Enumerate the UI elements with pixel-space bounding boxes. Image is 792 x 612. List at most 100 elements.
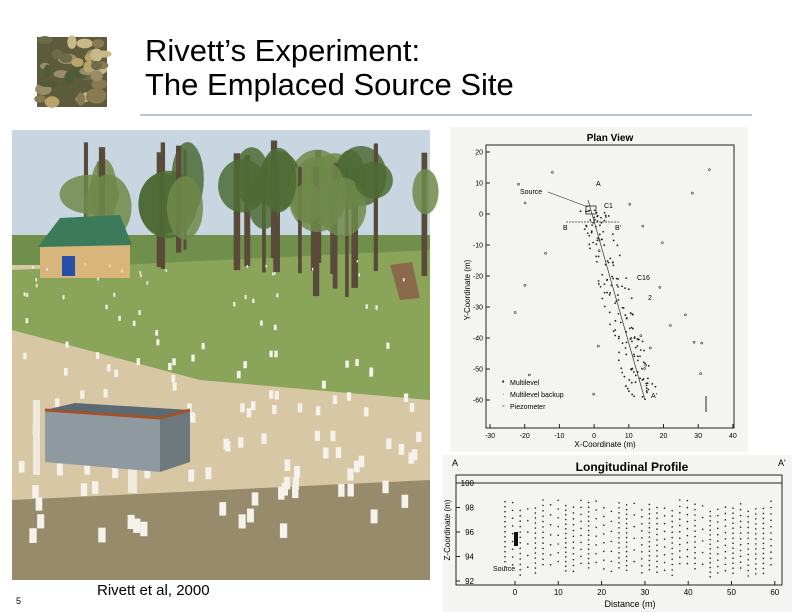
sample-point bbox=[641, 537, 643, 539]
well-point bbox=[617, 359, 620, 362]
well-point bbox=[630, 297, 633, 300]
sample-point bbox=[587, 506, 590, 509]
sample-point bbox=[755, 558, 757, 560]
sample-point bbox=[565, 528, 567, 530]
sample-point bbox=[648, 517, 651, 520]
shed bbox=[38, 215, 132, 278]
pipe bbox=[95, 352, 100, 359]
sample-point bbox=[770, 557, 772, 560]
y-tick-label: 20 bbox=[475, 150, 483, 157]
x-tick-label: 40 bbox=[684, 588, 693, 597]
sample-point bbox=[694, 519, 696, 522]
piezometer-point bbox=[592, 392, 595, 396]
sample-point bbox=[534, 517, 537, 519]
sample-point bbox=[762, 542, 765, 545]
pebble bbox=[90, 48, 103, 62]
sample-point bbox=[603, 550, 605, 553]
well-point bbox=[620, 367, 623, 370]
sample-point bbox=[595, 552, 597, 555]
well-point bbox=[639, 377, 641, 380]
pipe bbox=[358, 273, 361, 277]
well-point bbox=[590, 231, 593, 234]
sample-point bbox=[762, 537, 765, 540]
piezometer-point bbox=[661, 241, 664, 244]
sample-point bbox=[504, 530, 506, 533]
well-point bbox=[623, 375, 626, 378]
sample-point bbox=[595, 561, 597, 564]
well-point bbox=[597, 255, 600, 258]
tank-top bbox=[45, 403, 190, 418]
sample-point bbox=[572, 535, 575, 538]
sample-point bbox=[648, 536, 651, 538]
sample-point bbox=[686, 534, 689, 537]
sample-point bbox=[519, 552, 521, 555]
sample-point bbox=[679, 562, 681, 565]
pipe bbox=[106, 364, 111, 372]
sample-point bbox=[557, 525, 559, 528]
sample-point bbox=[504, 565, 506, 568]
pebble bbox=[37, 36, 53, 45]
sample-point bbox=[542, 563, 544, 566]
well-point bbox=[645, 382, 648, 385]
pipe bbox=[355, 359, 359, 367]
sample-point bbox=[709, 576, 711, 578]
sample-point bbox=[732, 552, 734, 555]
sample-point bbox=[732, 547, 734, 550]
sample-point bbox=[595, 544, 597, 546]
sample-point bbox=[694, 557, 696, 559]
sample-point bbox=[610, 510, 613, 513]
piezometer-point bbox=[628, 202, 632, 206]
sample-point bbox=[762, 522, 765, 525]
well-point bbox=[583, 228, 586, 231]
sample-point bbox=[747, 548, 749, 550]
well-point bbox=[612, 330, 615, 333]
sample-point bbox=[762, 557, 765, 560]
well-point bbox=[615, 277, 618, 280]
sample-point bbox=[709, 562, 711, 564]
sample-point bbox=[671, 563, 673, 566]
sample-point bbox=[542, 542, 544, 544]
photo-grass bbox=[12, 250, 430, 400]
slide-title: Rivett’s Experiment: The Emplaced Source … bbox=[145, 34, 514, 102]
sample-point bbox=[549, 504, 552, 506]
sample-point bbox=[770, 532, 772, 534]
well-point bbox=[644, 362, 646, 365]
pipe bbox=[272, 272, 274, 276]
well-point bbox=[600, 238, 603, 241]
sample-point bbox=[656, 517, 658, 520]
pebble bbox=[51, 49, 63, 60]
x-tick-label: 30 bbox=[640, 588, 649, 597]
sample-point bbox=[587, 539, 590, 541]
piezometer-point bbox=[523, 283, 527, 287]
sample-point bbox=[732, 562, 734, 565]
profile-title: Longitudinal Profile bbox=[576, 460, 689, 474]
sample-point bbox=[557, 508, 559, 510]
sample-point bbox=[504, 520, 506, 523]
sample-point bbox=[656, 560, 658, 563]
well-point bbox=[586, 232, 589, 235]
plan-annotation: B bbox=[563, 225, 568, 232]
sample-point bbox=[724, 525, 727, 527]
sample-point bbox=[686, 562, 689, 565]
sample-point bbox=[671, 542, 673, 544]
pipe bbox=[35, 278, 38, 282]
sample-point bbox=[572, 518, 575, 520]
sample-point bbox=[694, 546, 696, 549]
sample-point bbox=[603, 524, 605, 527]
sample-point bbox=[587, 515, 590, 518]
pebble bbox=[67, 35, 77, 49]
well-point bbox=[646, 382, 649, 385]
y-tick-label: 100 bbox=[461, 479, 475, 488]
sample-point bbox=[755, 508, 757, 510]
pipe bbox=[121, 269, 123, 273]
pipe bbox=[146, 281, 149, 285]
well-point bbox=[654, 385, 657, 388]
pipe bbox=[171, 374, 176, 383]
sample-point bbox=[648, 564, 651, 566]
pipe bbox=[238, 437, 244, 448]
sample-point bbox=[724, 569, 727, 572]
well-point bbox=[646, 391, 648, 394]
sample-point bbox=[595, 526, 597, 529]
sample-point bbox=[762, 572, 765, 575]
pipe bbox=[105, 304, 108, 310]
